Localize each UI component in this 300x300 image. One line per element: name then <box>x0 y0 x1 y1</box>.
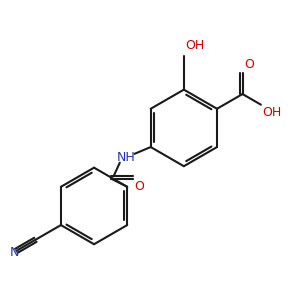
Text: OH: OH <box>185 39 205 52</box>
Text: O: O <box>134 180 144 193</box>
Text: N: N <box>10 245 19 259</box>
Text: NH: NH <box>116 151 135 164</box>
Text: O: O <box>244 58 254 71</box>
Text: OH: OH <box>262 106 282 119</box>
